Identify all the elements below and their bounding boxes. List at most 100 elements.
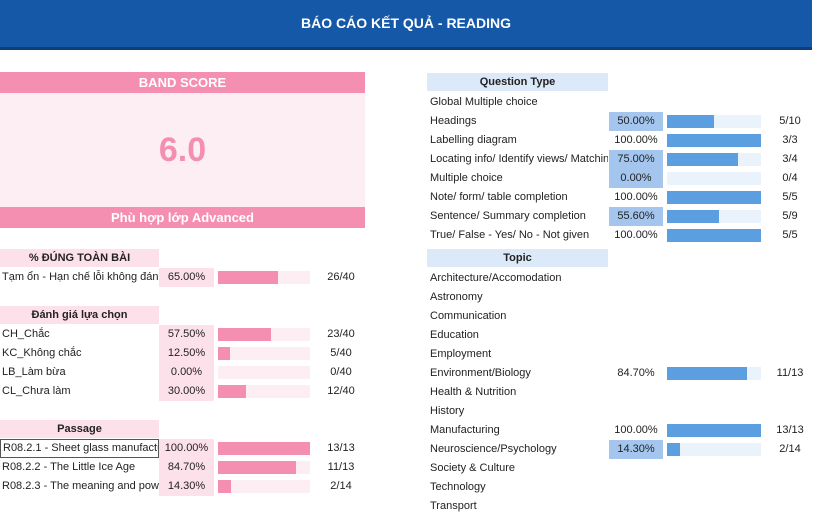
- topic-row-bar-fill: [667, 443, 681, 456]
- question_type-row-bar-track: [667, 191, 761, 204]
- passage-row-label: R08.2.1 - Sheet glass manufacture: [0, 439, 159, 458]
- overall-row-bar-track: [218, 271, 310, 284]
- topic-row-label: Neuroscience/Psychology: [430, 443, 557, 455]
- topic-row-label: Employment: [430, 348, 492, 360]
- choice-row-count: 5/40: [330, 347, 352, 359]
- passage-row-percent: 84.70%: [159, 458, 214, 477]
- topic-row-label: Education: [430, 329, 479, 341]
- question_type-row-bar-fill: [667, 210, 720, 223]
- topic-row-label: Society & Culture: [430, 462, 515, 474]
- passage-row-percent: 100.00%: [159, 439, 214, 458]
- passage-row-label: R08.2.2 - The Little Ice Age: [2, 461, 136, 473]
- question_type-row-label: Sentence/ Summary completion: [430, 210, 586, 222]
- choice-row-label: KC_Không chắc: [2, 347, 82, 359]
- passage-row-bar-track: [218, 480, 310, 493]
- question_type-row-bar-track: [667, 172, 761, 185]
- question_type-row-bar-track: [667, 153, 761, 166]
- topic-row-label: Astronomy: [430, 291, 483, 303]
- question_type-row-percent: 0.00%: [609, 169, 663, 188]
- passage-row-count: 13/13: [327, 442, 355, 454]
- choice-row-percent: 12.50%: [159, 344, 214, 363]
- topic-row-bar-track: [667, 367, 761, 380]
- overall-section-header: % ĐÚNG TOÀN BÀI: [0, 249, 159, 267]
- choice-row-label: LB_Làm bừa: [2, 366, 66, 378]
- passage-row-bar-fill: [218, 480, 232, 493]
- question_type-row-label: Global Multiple choice: [430, 96, 538, 108]
- passage-row-count: 2/14: [330, 480, 352, 492]
- question_type-row-label: Headings: [430, 115, 477, 127]
- topic-row-count: 2/14: [779, 443, 801, 455]
- topic-row-percent: 84.70%: [617, 367, 655, 379]
- topic-row-label: Health & Nutrition: [430, 386, 517, 398]
- topic-row-count: 13/13: [776, 424, 804, 436]
- question_type-row-label: Labelling diagram: [430, 134, 517, 146]
- question_type-row-count: 5/10: [779, 115, 801, 127]
- question_type-row-label: Note/ form/ table completion: [430, 191, 568, 203]
- question_type-row-percent: 55.60%: [609, 207, 663, 226]
- question_type-row-label: Locating info/ Identify views/ Matching: [430, 153, 608, 165]
- choice-row-percent: 30.00%: [159, 382, 214, 401]
- overall-row-count: 26/40: [327, 271, 355, 283]
- header-underline: [0, 47, 812, 50]
- choice-row-percent: 57.50%: [159, 325, 214, 344]
- question_type-row-count: 3/3: [782, 134, 798, 146]
- choice-row-bar-fill: [218, 385, 246, 398]
- question_type-row-percent: 100.00%: [614, 134, 658, 146]
- passage-row-label: R08.2.3 - The meaning and power of smell: [2, 480, 159, 492]
- choice-row-bar-fill: [218, 328, 271, 341]
- question_type-row-percent: 100.00%: [614, 229, 658, 241]
- overall-row-bar-fill: [218, 271, 278, 284]
- passage-row-bar-fill: [218, 442, 310, 455]
- report-title: BÁO CÁO KẾT QUẢ - READING: [0, 0, 812, 47]
- passage-row-bar-track: [218, 442, 310, 455]
- choice-row-label: CL_Chưa làm: [2, 385, 71, 397]
- topic-header: Topic: [427, 249, 608, 267]
- band-score-value: 6.0: [0, 93, 365, 207]
- passage-section-header: Passage: [0, 420, 159, 438]
- passage-row-percent: 14.30%: [159, 477, 214, 496]
- question_type-row-bar-track: [667, 134, 761, 147]
- topic-row-bar-track: [667, 443, 761, 456]
- question_type-row-count: 5/9: [782, 210, 798, 222]
- topic-row-label: History: [430, 405, 465, 417]
- question_type-row-bar-track: [667, 229, 761, 242]
- question_type-row-count: 5/5: [782, 191, 798, 203]
- choice-row-count: 12/40: [327, 385, 355, 397]
- overall-row-percent: 65.00%: [159, 268, 214, 287]
- topic-row-label: Transport: [430, 500, 477, 512]
- choice-row-label: CH_Chắc: [2, 328, 50, 340]
- passage-row-count: 11/13: [327, 461, 355, 473]
- choice-row-bar-track: [218, 366, 310, 379]
- question_type-row-bar-track: [667, 210, 761, 223]
- question_type-row-label: Multiple choice: [430, 172, 503, 184]
- choice-row-bar-track: [218, 347, 310, 360]
- question_type-row-count: 5/5: [782, 229, 798, 241]
- topic-row-bar-track: [667, 424, 761, 437]
- question_type-row-bar-fill: [667, 153, 738, 166]
- choice-row-count: 23/40: [327, 328, 355, 340]
- question_type-row-percent: 100.00%: [614, 191, 658, 203]
- question_type-row-bar-fill: [667, 191, 761, 204]
- choice-row-count: 0/40: [330, 366, 352, 378]
- choice-row-bar-track: [218, 328, 310, 341]
- overall-row-label: Tạm ổn - Hạn chế lỗi không đáng có: [2, 271, 159, 283]
- question_type-row-bar-fill: [667, 115, 714, 128]
- topic-row-percent: 14.30%: [609, 440, 663, 459]
- band-level-label: Phù hợp lớp Advanced: [0, 207, 365, 228]
- question_type-row-label: True/ False - Yes/ No - Not given: [430, 229, 590, 241]
- question_type-row-bar-fill: [667, 229, 761, 242]
- topic-row-count: 11/13: [776, 367, 804, 379]
- topic-row-label: Communication: [430, 310, 507, 322]
- topic-row-label: Manufacturing: [430, 424, 500, 436]
- question-type-header: Question Type: [427, 73, 608, 91]
- topic-row-bar-fill: [667, 424, 761, 437]
- band-score-title: BAND SCORE: [0, 72, 365, 93]
- topic-row-label: Environment/Biology: [430, 367, 531, 379]
- topic-row-bar-fill: [667, 367, 747, 380]
- choice-row-bar-fill: [218, 347, 230, 360]
- choice-row-percent: 0.00%: [159, 363, 214, 382]
- question_type-row-count: 3/4: [782, 153, 798, 165]
- topic-row-label: Architecture/Accomodation: [430, 272, 562, 284]
- topic-row-label: Technology: [430, 481, 486, 493]
- question_type-row-count: 0/4: [782, 172, 798, 184]
